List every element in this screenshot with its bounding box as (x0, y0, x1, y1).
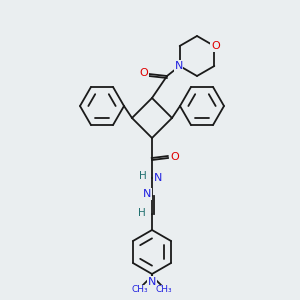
Text: N: N (154, 173, 162, 183)
Text: N: N (143, 189, 151, 199)
Text: O: O (211, 41, 220, 51)
Text: CH₃: CH₃ (132, 286, 148, 295)
Text: H: H (138, 208, 146, 218)
Text: H: H (139, 171, 147, 181)
Text: N: N (148, 277, 156, 287)
Text: O: O (171, 152, 179, 162)
Text: O: O (140, 68, 148, 78)
Text: N: N (175, 61, 183, 71)
Text: CH₃: CH₃ (156, 286, 172, 295)
